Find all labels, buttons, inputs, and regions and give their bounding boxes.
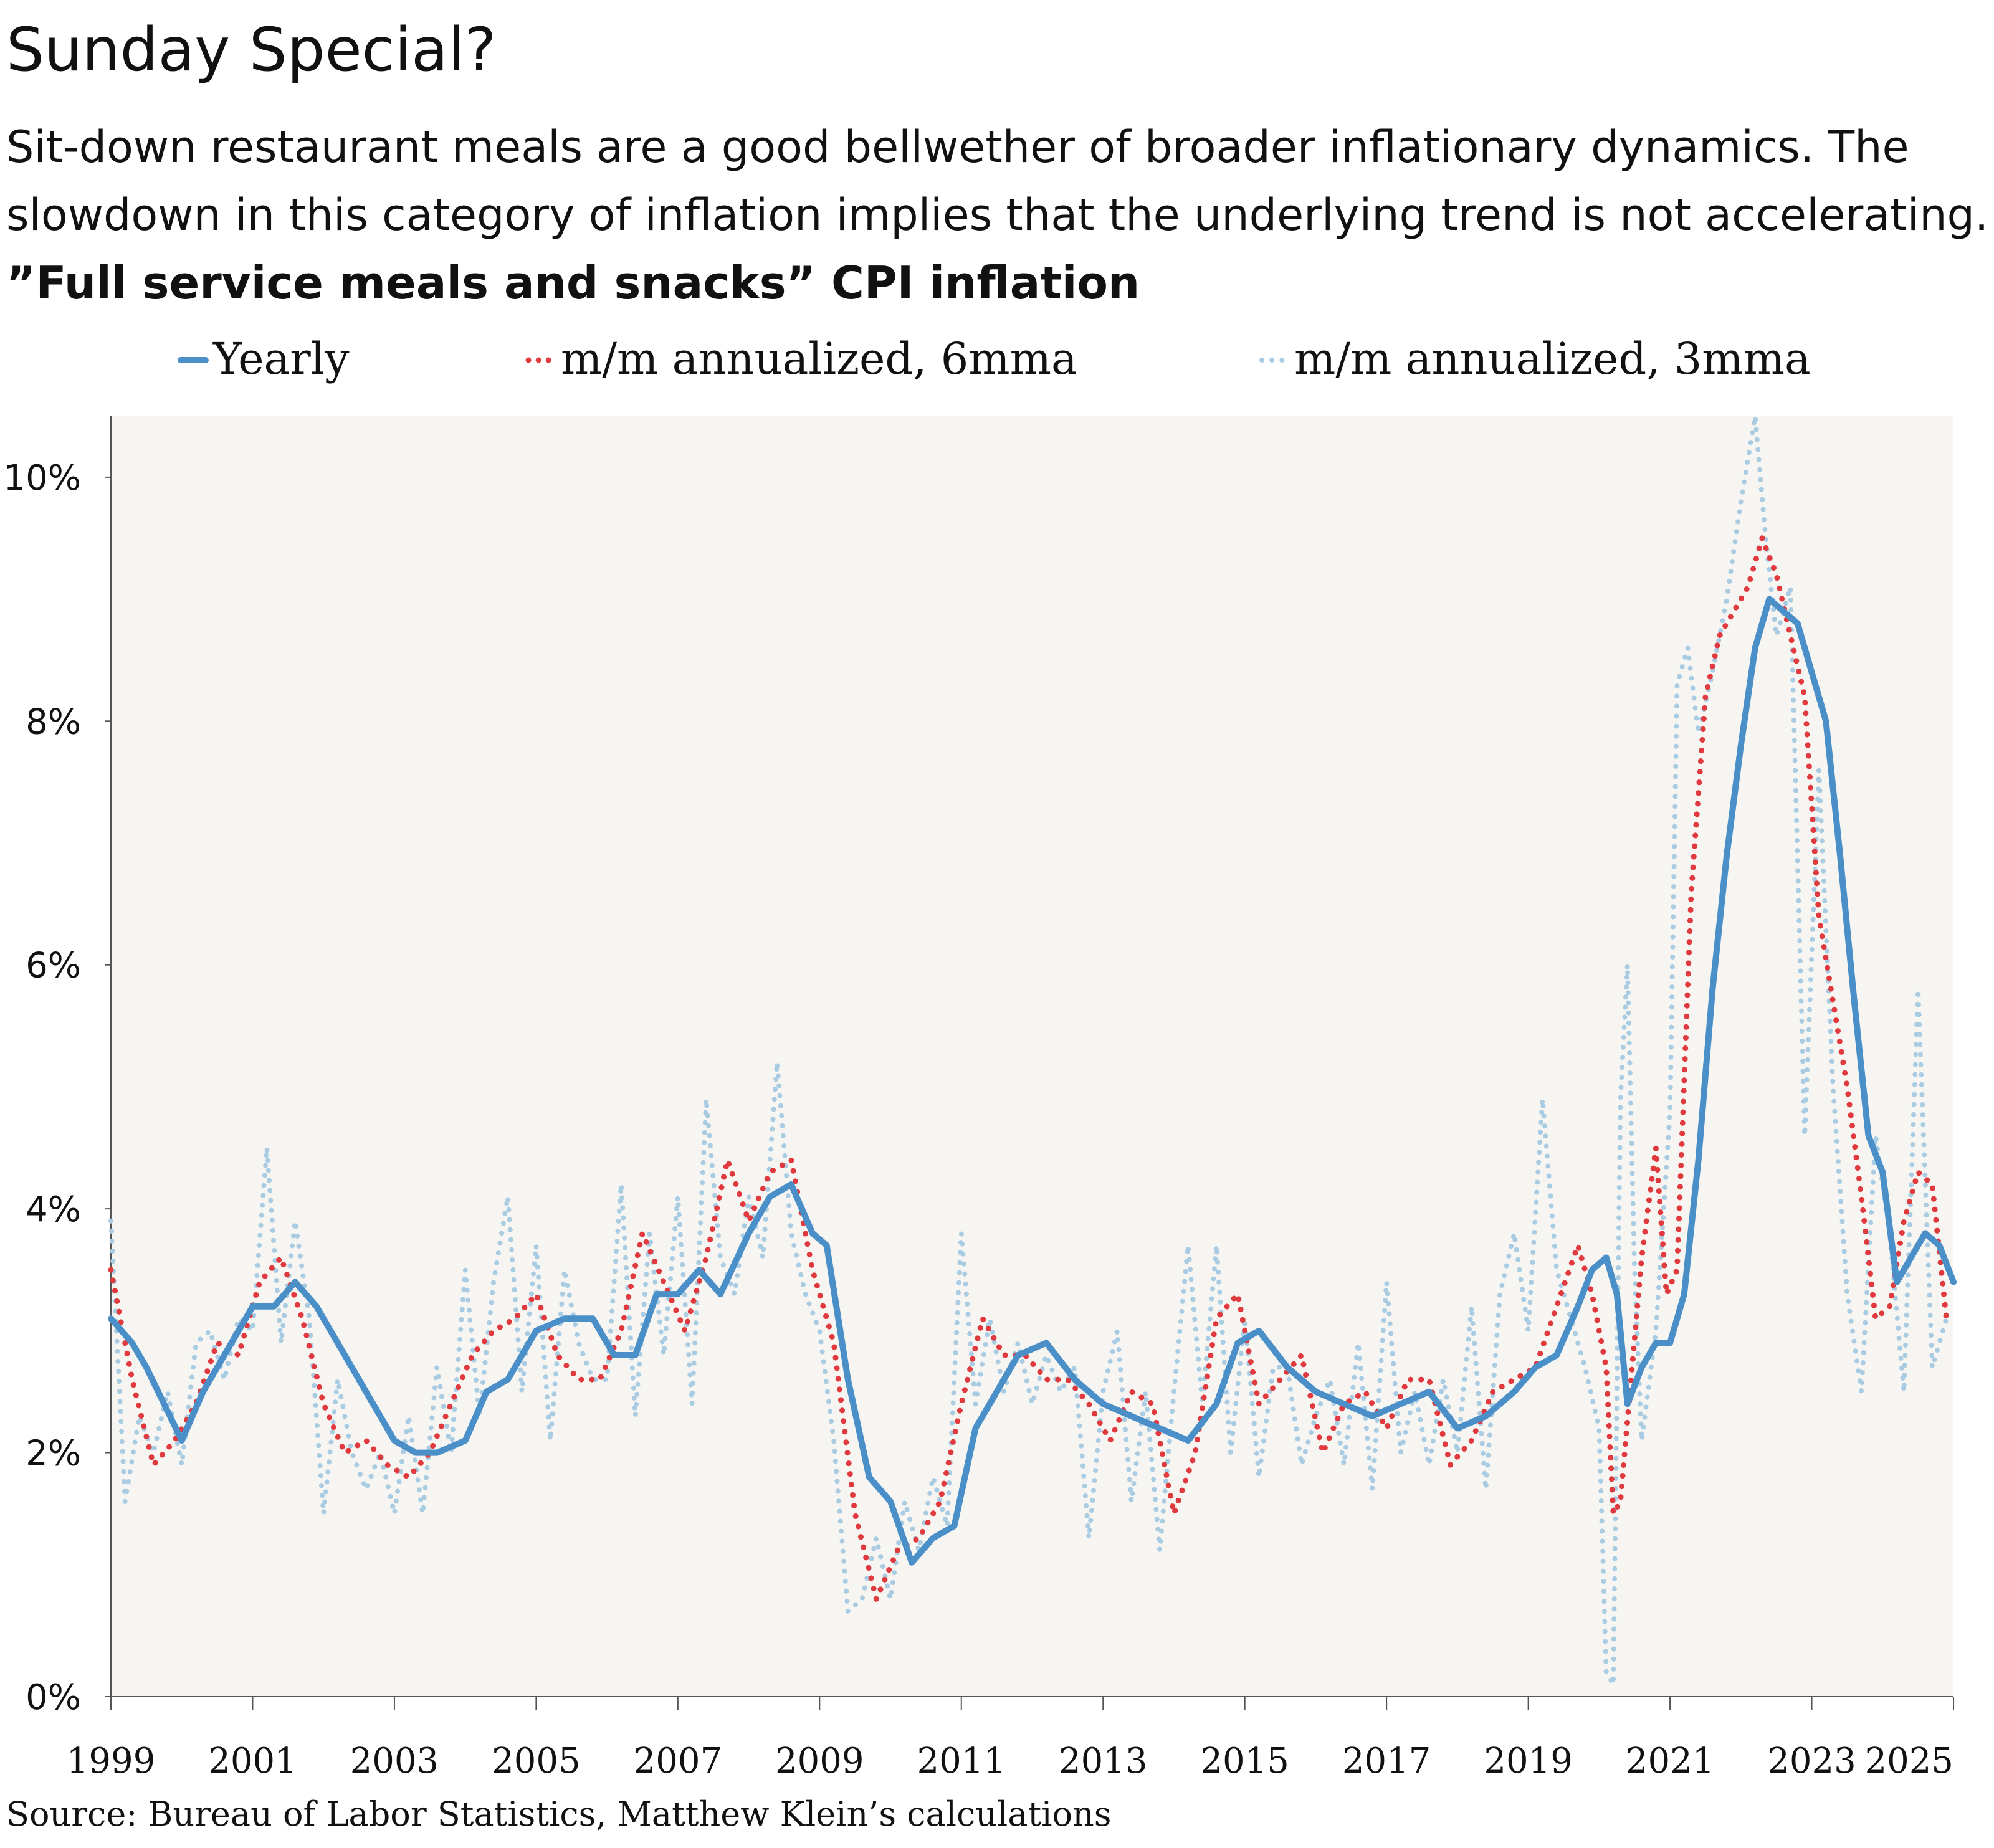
- axes: 0% 2% 4% 6% 8% 10% 1999 2001 2003 2005 2007 2009 201…: [4, 416, 1954, 1781]
- subtitle-line-2: slowdown in this category of inflation i…: [6, 189, 1989, 241]
- legend-label: m/m annualized, 6mma: [561, 333, 1077, 384]
- x-tick-label: 2011: [917, 1741, 1006, 1781]
- x-tick-label: 2025: [1864, 1741, 1953, 1781]
- series-6mma: [108, 535, 1950, 1602]
- x-tick-label: 2021: [1626, 1741, 1715, 1781]
- x-tick-label: 1999: [67, 1741, 156, 1781]
- y-tick-label: 6%: [26, 946, 81, 986]
- x-tick-label: 2003: [350, 1741, 439, 1781]
- x-tick-label: 2023: [1767, 1741, 1856, 1781]
- x-tick-label: 2017: [1342, 1741, 1431, 1781]
- subtitle-line-1: Sit-down restaurant meals are a good bel…: [6, 121, 1909, 173]
- y-tick-label: 8%: [26, 702, 81, 742]
- chart-subtitle: Sit-down restaurant meals are a good bel…: [6, 113, 1988, 249]
- series-yearly: [108, 596, 1957, 1566]
- legend-label: m/m annualized, 3mma: [1294, 333, 1811, 384]
- x-tick-label: 2019: [1484, 1741, 1573, 1781]
- page-title: Sunday Special?: [6, 15, 497, 85]
- series-3mma: [108, 414, 1949, 1687]
- y-tick-label: 10%: [4, 458, 81, 498]
- y-tick-label: 2%: [26, 1434, 81, 1474]
- y-tick-label: 0%: [26, 1677, 81, 1718]
- x-tick-label: 2009: [775, 1741, 864, 1781]
- x-tick-label: 2015: [1200, 1741, 1289, 1781]
- legend-item: Yearly: [178, 333, 350, 384]
- x-tick-label: 2007: [634, 1741, 723, 1781]
- x-tick-label: 2013: [1059, 1741, 1148, 1781]
- x-tick-label: 2005: [492, 1741, 581, 1781]
- legend-item: m/m annualized, 6mma: [525, 333, 1077, 384]
- y-tick-label: 4%: [26, 1189, 81, 1230]
- legend-item: m/m annualized, 3mma: [1259, 333, 1811, 384]
- chart-title: ”Full service meals and snacks” CPI infl…: [6, 257, 1140, 309]
- source-note: Source: Bureau of Labor Statistics, Matt…: [6, 1794, 1112, 1834]
- legend-label: Yearly: [212, 333, 350, 384]
- plot-background: [111, 416, 1953, 1697]
- series-group: [108, 414, 1957, 1687]
- x-tick-label: 2001: [208, 1741, 297, 1781]
- legend: Yearly m/m annualized, 6mma m/m annualized…: [178, 333, 1811, 384]
